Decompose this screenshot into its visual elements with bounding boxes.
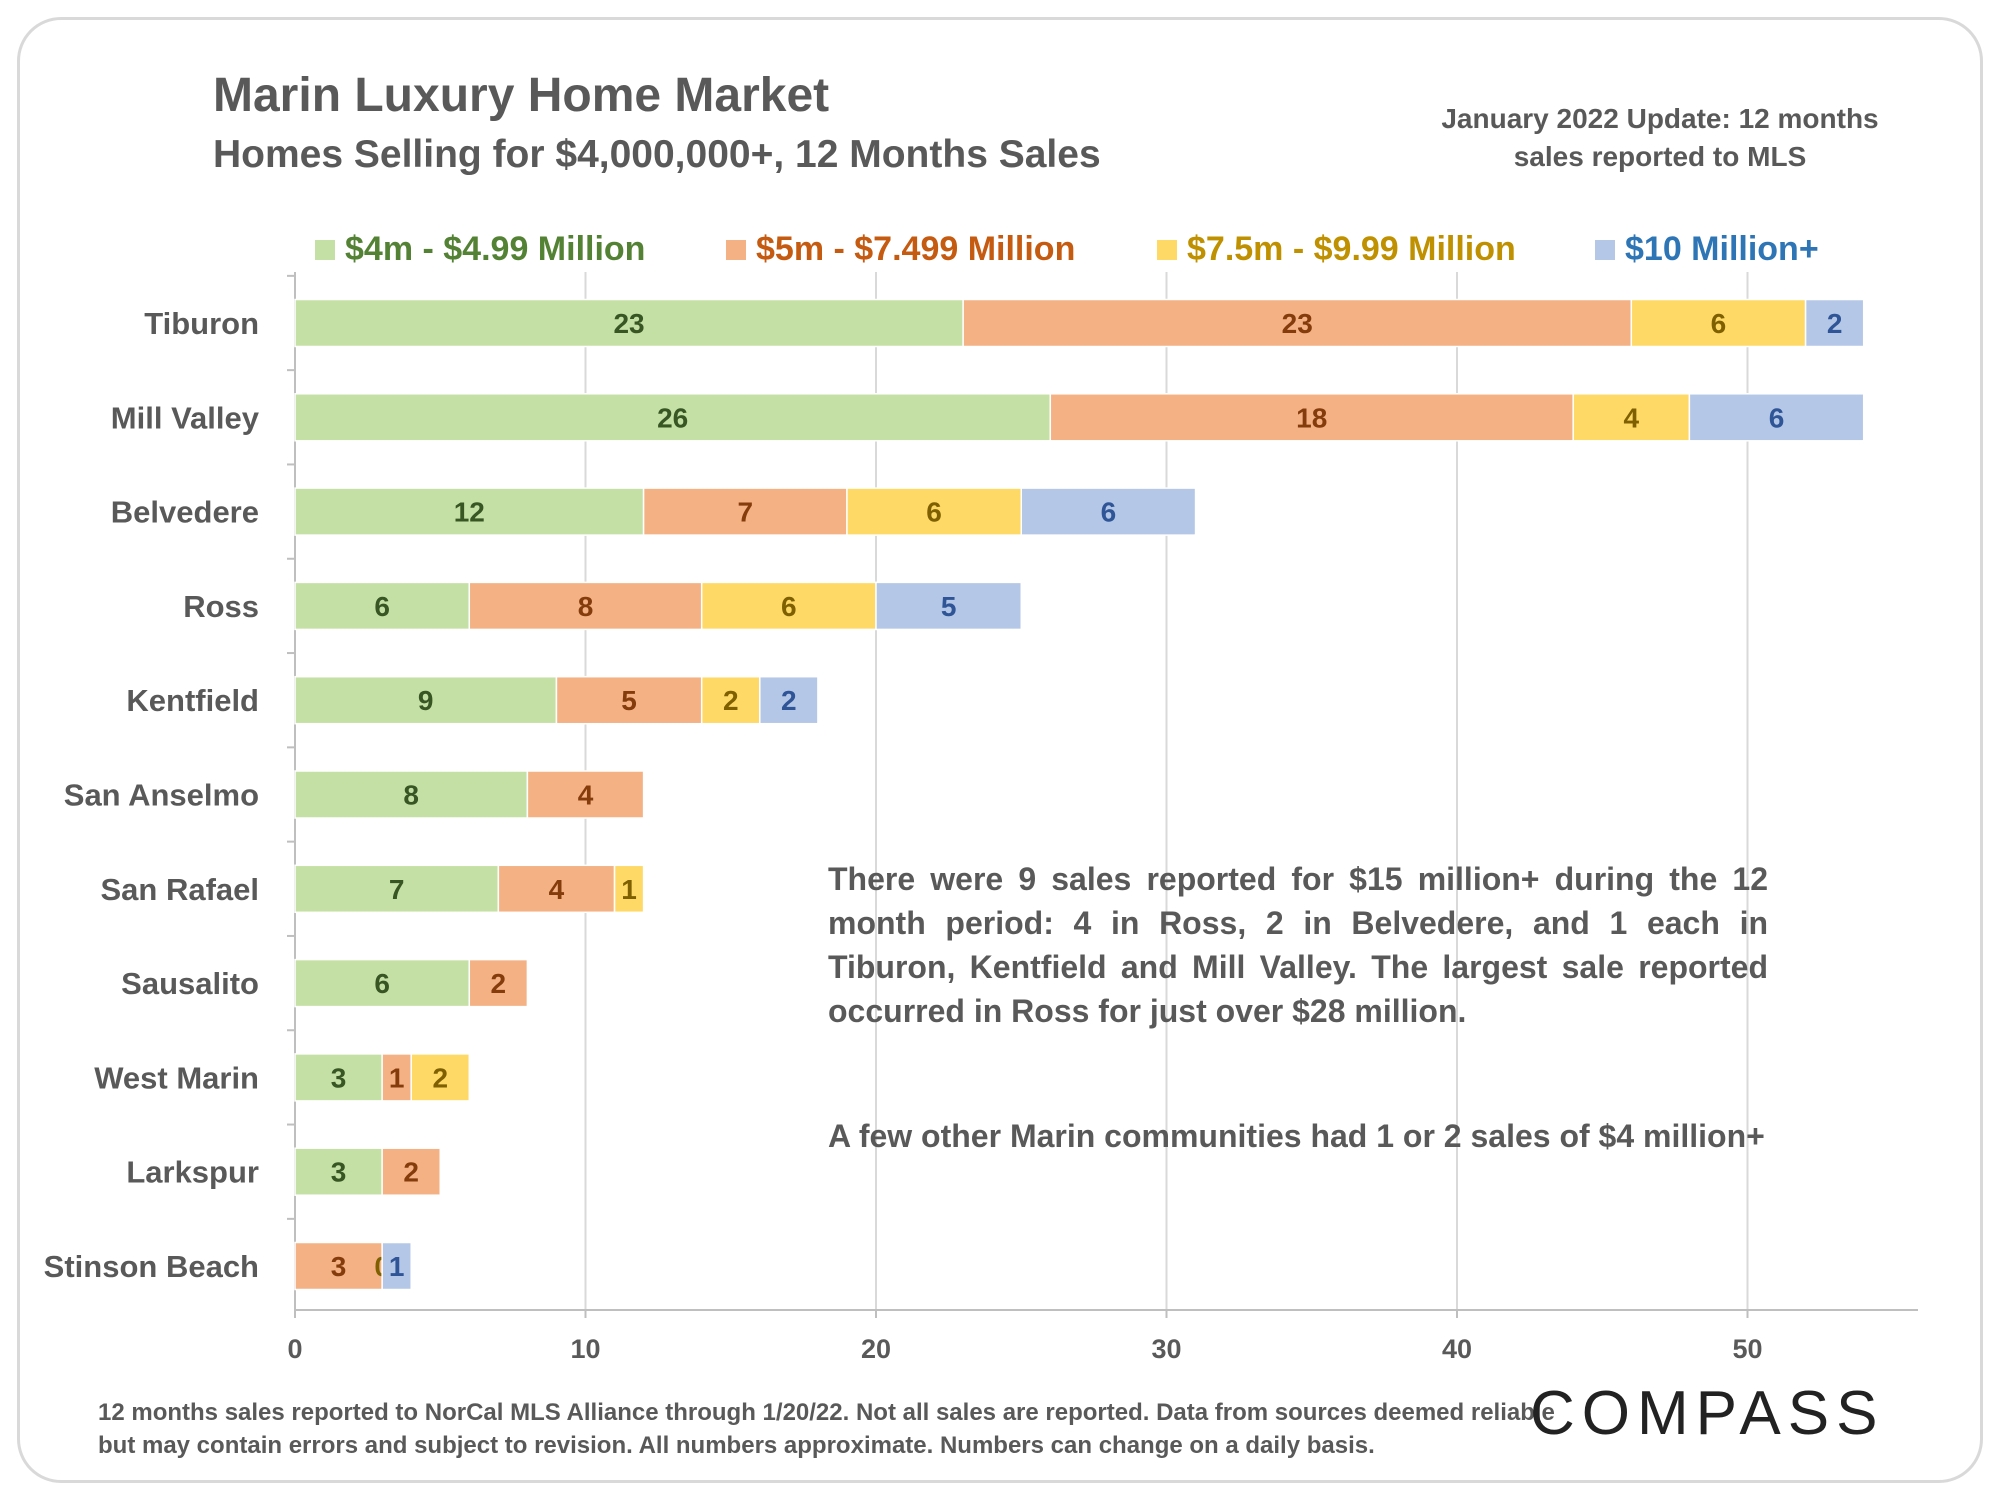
bar-segment xyxy=(294,770,529,819)
bar-segment xyxy=(294,1053,383,1102)
bar-segment xyxy=(294,864,500,914)
category-label: San Rafael xyxy=(100,872,259,907)
bar-segment xyxy=(1049,393,1574,442)
data-label: 8 xyxy=(403,780,419,811)
data-label: 3 xyxy=(331,1062,347,1093)
bar-segment xyxy=(294,487,645,536)
category-label: Kentfield xyxy=(126,683,259,718)
legend-swatch xyxy=(726,240,746,260)
bar-segment xyxy=(1020,487,1197,536)
bar-segment xyxy=(468,581,703,631)
category-label: West Marin xyxy=(94,1060,259,1095)
x-tick-label: 10 xyxy=(570,1334,600,1364)
data-label: 2 xyxy=(723,685,739,716)
x-tick-label: 30 xyxy=(1151,1334,1181,1364)
legend-swatch xyxy=(315,240,335,260)
data-label: 9 xyxy=(418,685,434,716)
bar-segment xyxy=(410,1053,471,1102)
data-label: 26 xyxy=(657,402,688,433)
category-label: Larkspur xyxy=(126,1155,259,1190)
category-label: Tiburon xyxy=(144,306,259,341)
legend-swatch xyxy=(1595,240,1615,260)
legend-swatch xyxy=(1157,240,1177,260)
data-label: 6 xyxy=(374,591,390,622)
bar-segment xyxy=(497,864,616,914)
legend-label: $4m - $4.99 Million xyxy=(345,230,645,268)
data-label: 2 xyxy=(403,1157,419,1188)
data-label: 6 xyxy=(374,968,390,999)
category-label: Stinson Beach xyxy=(44,1249,259,1284)
legend-label: $10 Million+ xyxy=(1625,230,1819,268)
category-label: Mill Valley xyxy=(111,400,260,435)
bar-segment xyxy=(1804,298,1865,348)
bar-segment xyxy=(875,581,1022,631)
category-label: Ross xyxy=(183,589,259,624)
bar-segment xyxy=(962,298,1633,348)
other-communities-note: A few other Marin communities had 1 or 2… xyxy=(828,1118,1765,1154)
data-label: 2 xyxy=(491,968,507,999)
bar-segment xyxy=(468,958,529,1008)
bar-segment xyxy=(381,1147,441,1196)
data-label: 4 xyxy=(1624,402,1640,433)
data-label: 23 xyxy=(1282,308,1313,339)
data-label: 2 xyxy=(1827,308,1843,339)
data-label: 18 xyxy=(1296,402,1327,433)
data-label: 7 xyxy=(737,497,753,528)
bar-segment xyxy=(1630,298,1807,348)
chart-title: Marin Luxury Home Market xyxy=(213,69,830,122)
bar-segment xyxy=(700,581,877,631)
bar-segment xyxy=(294,675,558,725)
data-label: 6 xyxy=(926,497,942,528)
bar-segment xyxy=(1688,393,1865,442)
data-label: 4 xyxy=(578,780,594,811)
update-note: January 2022 Update: 12 months sales rep… xyxy=(1441,103,1879,172)
x-tick-label: 50 xyxy=(1732,1334,1762,1364)
bar-segment xyxy=(526,770,645,819)
bar-segment xyxy=(759,675,819,725)
bar-segment xyxy=(381,1241,412,1291)
x-tick-label: 40 xyxy=(1442,1334,1472,1364)
bar-segment xyxy=(294,958,471,1008)
chart-card xyxy=(17,17,1983,1483)
data-label: 23 xyxy=(613,308,644,339)
data-label: 6 xyxy=(1711,308,1727,339)
data-label: 6 xyxy=(781,591,797,622)
category-label: San Anselmo xyxy=(64,778,259,813)
bar-segment xyxy=(846,487,1023,536)
data-label: 2 xyxy=(432,1062,448,1093)
x-tick-label: 20 xyxy=(861,1334,891,1364)
x-tick-label: 0 xyxy=(287,1334,302,1364)
category-label: Sausalito xyxy=(121,966,259,1001)
chart-subtitle: Homes Selling for $4,000,000+, 12 Months… xyxy=(213,133,1101,176)
compass-logo: COMPASS xyxy=(1530,1379,1885,1448)
footer-disclaimer: 12 months sales reported to NorCal MLS A… xyxy=(98,1399,1555,1459)
data-label: 12 xyxy=(454,497,485,528)
bar-segment xyxy=(613,864,645,914)
data-label: 1 xyxy=(621,874,637,905)
legend-label: $5m - $7.499 Million xyxy=(756,230,1075,268)
bar-segment xyxy=(294,1241,383,1291)
data-label: 3 xyxy=(331,1251,347,1282)
data-label: 5 xyxy=(941,591,957,622)
bar-segment xyxy=(294,393,1052,442)
data-label: 7 xyxy=(389,874,405,905)
category-label: Belvedere xyxy=(111,495,259,530)
data-label: 3 xyxy=(331,1157,347,1188)
data-label: 5 xyxy=(621,685,637,716)
data-label: 6 xyxy=(1101,497,1117,528)
bar-segment xyxy=(642,487,848,536)
data-label: 4 xyxy=(549,874,565,905)
data-label: 8 xyxy=(578,591,594,622)
bar-segment xyxy=(700,675,761,725)
data-label: 6 xyxy=(1769,402,1785,433)
bar-segment xyxy=(294,298,964,348)
data-label: 2 xyxy=(781,685,797,716)
bar-segment xyxy=(1572,393,1691,442)
data-label: 1 xyxy=(389,1062,405,1093)
data-label: 1 xyxy=(389,1251,405,1282)
bar-segment xyxy=(555,675,703,725)
legend-label: $7.5m - $9.99 Million xyxy=(1187,230,1516,268)
sales-note: There were 9 sales reported for $15 mill… xyxy=(828,861,1768,1029)
